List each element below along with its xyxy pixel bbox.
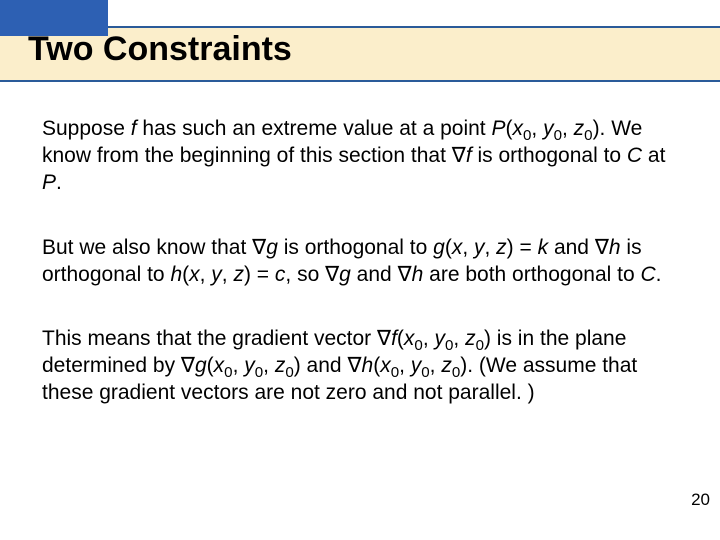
- var-C: C: [627, 144, 642, 167]
- text: ,: [531, 117, 543, 140]
- sub-0: 0: [452, 364, 460, 381]
- slide: Two Constraints Suppose f has such an ex…: [0, 0, 720, 540]
- text: has such an extreme value at a point: [137, 117, 492, 140]
- slide-body: Suppose f has such an extreme value at a…: [42, 116, 678, 407]
- slide-title: Two Constraints: [28, 30, 292, 69]
- sub-0: 0: [255, 364, 263, 381]
- text: are both orthogonal to: [423, 263, 640, 286]
- sub-0: 0: [421, 364, 429, 381]
- var-z: z: [233, 263, 244, 286]
- var-z: z: [465, 327, 476, 350]
- var-y: y: [244, 354, 255, 377]
- var-x: x: [189, 263, 200, 286]
- var-k: k: [538, 236, 549, 259]
- var-y: y: [543, 117, 554, 140]
- var-h: h: [609, 236, 621, 259]
- var-x: x: [452, 236, 463, 259]
- var-y: y: [435, 327, 446, 350]
- text: Suppose: [42, 117, 131, 140]
- var-y: y: [474, 236, 485, 259]
- var-P: P: [42, 171, 56, 194]
- nabla-icon: ∇: [398, 263, 412, 286]
- text: ,: [263, 354, 275, 377]
- text: (: [445, 236, 452, 259]
- var-C: C: [640, 263, 655, 286]
- sub-0: 0: [414, 338, 422, 355]
- nabla-icon: ∇: [181, 354, 195, 377]
- sub-0: 0: [554, 127, 562, 144]
- var-h: h: [412, 263, 424, 286]
- text: , so: [285, 263, 325, 286]
- var-P: P: [491, 117, 505, 140]
- paragraph-1: Suppose f has such an extreme value at a…: [42, 116, 678, 197]
- text: (: [207, 354, 214, 377]
- var-z: z: [441, 354, 452, 377]
- var-z: z: [496, 236, 507, 259]
- var-y: y: [411, 354, 422, 377]
- var-h: h: [362, 354, 374, 377]
- text: is orthogonal to: [278, 236, 433, 259]
- page-number: 20: [691, 490, 710, 510]
- var-h: h: [170, 263, 182, 286]
- sub-0: 0: [584, 127, 592, 144]
- text: ) and: [294, 354, 348, 377]
- text: ,: [423, 327, 435, 350]
- var-z: z: [275, 354, 286, 377]
- nabla-icon: ∇: [452, 144, 466, 167]
- var-c: c: [275, 263, 286, 286]
- var-x: x: [404, 327, 415, 350]
- paragraph-2: But we also know that ∇g is orthogonal t…: [42, 235, 678, 289]
- sub-0: 0: [476, 338, 484, 355]
- text: ,: [430, 354, 442, 377]
- text: (: [506, 117, 513, 140]
- nabla-icon: ∇: [325, 263, 339, 286]
- text: This means that the gradient vector: [42, 327, 377, 350]
- text: ,: [233, 354, 245, 377]
- nabla-icon: ∇: [347, 354, 361, 377]
- text: (: [397, 327, 404, 350]
- nabla-icon: ∇: [252, 236, 266, 259]
- text: ,: [462, 236, 474, 259]
- var-x: x: [380, 354, 391, 377]
- text: ,: [453, 327, 465, 350]
- var-z: z: [574, 117, 585, 140]
- text: .: [56, 171, 62, 194]
- text: ,: [485, 236, 497, 259]
- var-x: x: [513, 117, 524, 140]
- var-g: g: [433, 236, 445, 259]
- var-x: x: [214, 354, 225, 377]
- paragraph-3: This means that the gradient vector ∇f(x…: [42, 326, 678, 407]
- text: .: [656, 263, 662, 286]
- text: ,: [399, 354, 411, 377]
- text: ) =: [507, 236, 538, 259]
- text: ) =: [244, 263, 275, 286]
- nabla-icon: ∇: [377, 327, 391, 350]
- text: and: [351, 263, 398, 286]
- text: But we also know that: [42, 236, 252, 259]
- text: ,: [200, 263, 212, 286]
- var-y: y: [211, 263, 222, 286]
- var-g: g: [195, 354, 207, 377]
- nabla-icon: ∇: [595, 236, 609, 259]
- text: at: [642, 144, 665, 167]
- text: ,: [562, 117, 574, 140]
- sub-0: 0: [391, 364, 399, 381]
- text: ,: [222, 263, 234, 286]
- text: is orthogonal to: [472, 144, 627, 167]
- sub-0: 0: [224, 364, 232, 381]
- var-g: g: [266, 236, 278, 259]
- sub-0: 0: [285, 364, 293, 381]
- var-g: g: [339, 263, 351, 286]
- text: and: [548, 236, 595, 259]
